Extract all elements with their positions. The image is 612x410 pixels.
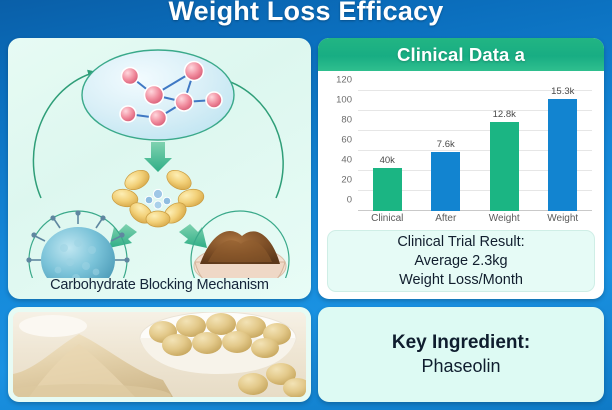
photo-illustration [13,312,306,397]
x-axis-labels: Clinical After Weight Weight [358,213,592,231]
bar-group[interactable]: 40k [362,85,413,211]
bar[interactable] [489,122,519,211]
molecule-network-cell [81,49,235,141]
x-axis-label: Clinical [371,213,404,224]
soybeans [149,313,306,397]
gridline [358,190,592,191]
gridline [358,110,592,111]
clinical-data-card: Clinical Data a 0 20 40 60 80 100 120 40k 7.6k 1… [318,38,604,299]
soybean-cluster [111,169,205,228]
plot-area: 0 20 40 60 80 100 120 40k 7.6k 12.8k 15.3k [336,75,592,211]
y-axis-tick: 40 [341,154,352,166]
mechanism-caption: Carbohydrate Blocking Mechanism [50,277,269,293]
page-title: Weight Loss Efficacy [168,0,444,26]
clinical-result-box: Clinical Trial Result: Average 2.3kg Wei… [327,230,595,292]
bar-value-label: 40k [379,155,395,166]
powder-soybean-photo [13,312,306,397]
y-axis-tick: 100 [336,94,352,106]
mechanism-panel: Carbohydrate Blocking Mechanism [8,38,311,299]
flow-arrow-right [217,75,284,199]
gridline [358,130,592,131]
x-axis-line [358,210,592,211]
key-ingredient-value: Phaseolin [421,356,501,376]
bar-group[interactable]: 12.8k [479,85,530,211]
bar-chart: 0 20 40 60 80 100 120 40k 7.6k 12.8k 15.3k Clinic… [324,75,596,231]
chart-title: Clinical Data a [397,43,525,65]
x-axis-label: After [435,213,457,224]
y-axis-tick: 0 [346,194,352,206]
arrow-down-right [179,224,207,248]
bar-value-label: 7.6k [436,139,455,150]
bar-value-label: 15.3k [551,86,575,97]
gridline [358,170,592,171]
arrow-down-center [144,142,172,172]
bar[interactable] [548,99,578,211]
y-axis-tick: 80 [341,114,352,126]
x-axis-label: Weight [488,213,520,224]
y-axis-tick: 120 [336,74,352,86]
bar-value-label: 12.8k [492,109,516,120]
mechanism-diagram [8,38,311,299]
bar[interactable] [431,152,461,211]
y-axis-tick: 20 [341,174,352,186]
gridline [358,90,592,91]
mechanism-svg [26,49,290,299]
x-axis-label: Weight [547,213,579,224]
y-axis-tick: 60 [341,134,352,146]
flow-arrow-left [32,69,97,199]
bar-group[interactable]: 15.3k [537,85,588,211]
key-ingredient-panel: Key Ingredient: Phaseolin [318,307,604,402]
bean-core-molecule [144,188,172,210]
chart-card-header: Clinical Data a [318,38,604,71]
result-line-2: Average 2.3kg [414,252,508,269]
gridline [358,150,592,151]
ingredient-photo-panel [8,307,311,402]
bar-series: 40k 7.6k 12.8k 15.3k [358,85,592,211]
molecule-nodes [119,60,223,128]
result-line-3: Weight Loss/Month [399,271,523,288]
bar[interactable] [372,168,402,211]
key-ingredient-label: Key Ingredient: [391,332,531,353]
bar-group[interactable]: 7.6k [420,85,471,211]
result-line-1: Clinical Trial Result: [397,233,525,250]
